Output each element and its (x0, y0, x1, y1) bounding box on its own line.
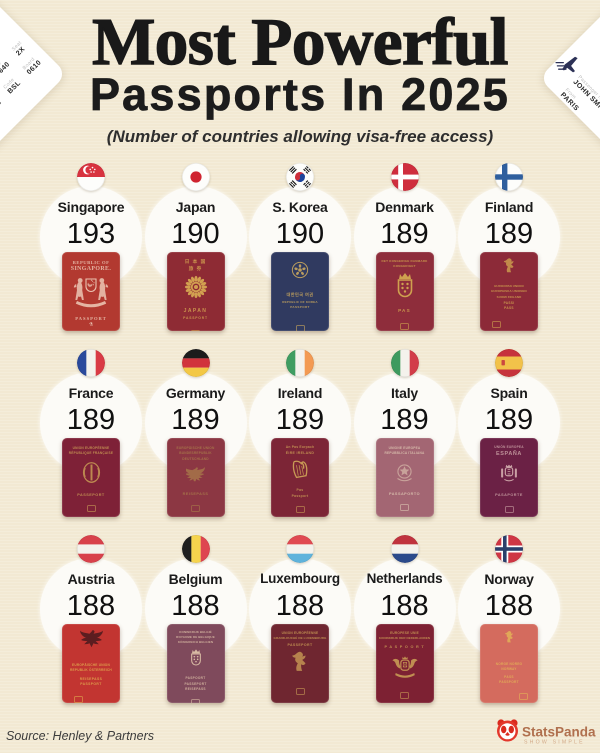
svg-text:StatsPanda: StatsPanda (522, 725, 596, 740)
svg-text:SHOW SIMPLE: SHOW SIMPLE (524, 740, 585, 746)
